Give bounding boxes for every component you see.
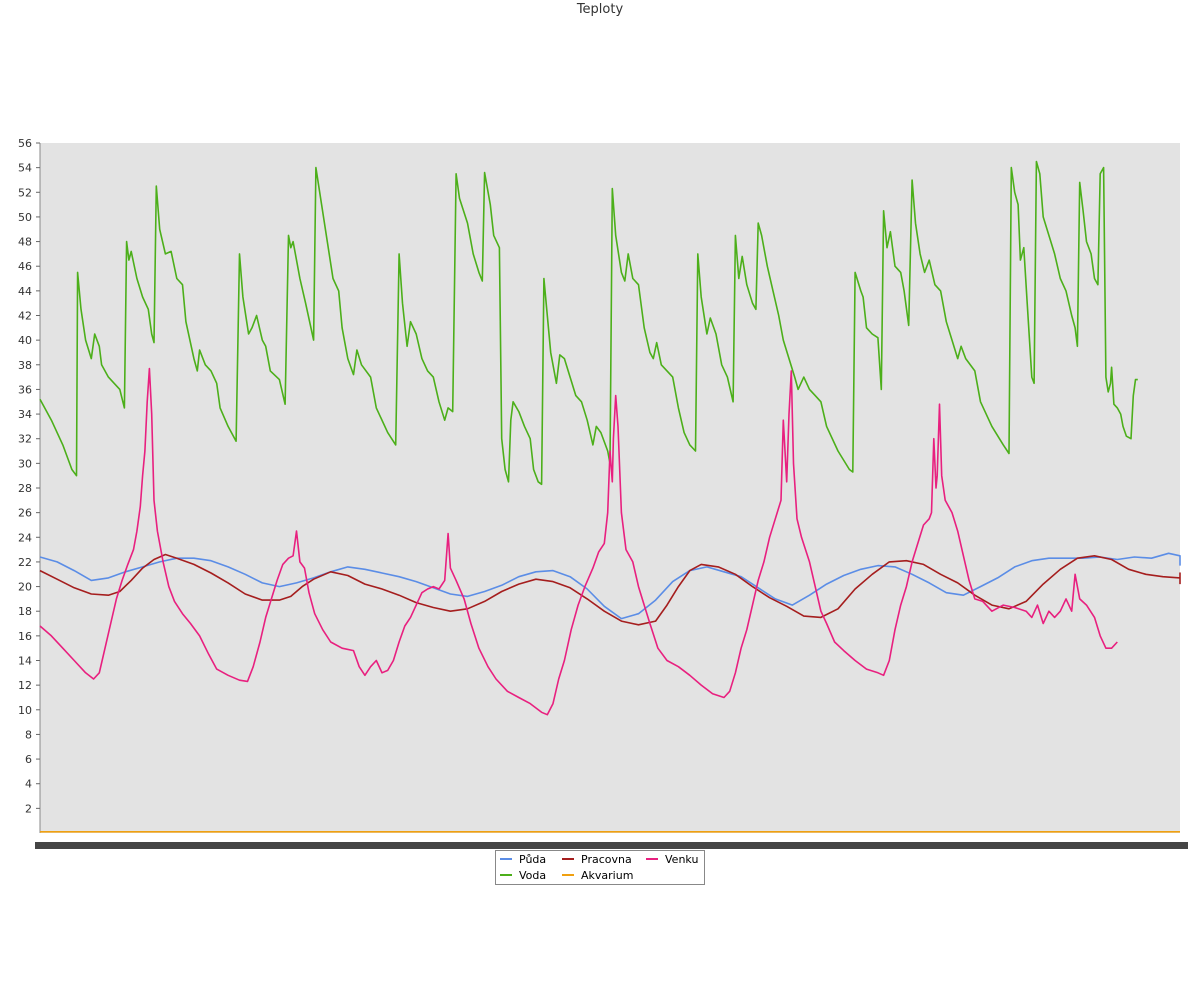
y-tick-label: 36 bbox=[18, 383, 32, 396]
plot-area bbox=[40, 143, 1180, 833]
chart-title: Teploty bbox=[576, 2, 624, 17]
y-tick-label: 38 bbox=[18, 359, 32, 372]
legend-swatch-venku bbox=[646, 858, 658, 860]
legend: Půda Pracovna Venku Voda Akvarium bbox=[495, 850, 705, 885]
legend-item-voda: Voda bbox=[500, 869, 546, 883]
y-tick-label: 56 bbox=[18, 137, 32, 150]
series-line-voda bbox=[39, 160, 1138, 486]
y-tick-label: 40 bbox=[18, 334, 32, 347]
legend-label-akvarium: Akvarium bbox=[581, 869, 634, 882]
y-tick-label: 24 bbox=[18, 531, 32, 544]
y-tick-label: 14 bbox=[18, 655, 32, 668]
series-layer bbox=[39, 160, 1181, 833]
y-tick-label: 16 bbox=[18, 630, 32, 643]
y-tick-label: 26 bbox=[18, 507, 32, 520]
y-tick-label: 46 bbox=[18, 260, 32, 273]
legend-item-pracovna: Pracovna bbox=[562, 853, 632, 867]
series-line-venku bbox=[39, 367, 1118, 716]
legend-swatch-akvarium bbox=[562, 874, 574, 876]
y-tick-label: 44 bbox=[18, 285, 32, 298]
y-tick-label: 22 bbox=[18, 556, 32, 569]
y-tick-label: 42 bbox=[18, 310, 32, 323]
legend-item-akvarium: Akvarium bbox=[562, 869, 633, 883]
series-line-p-da bbox=[39, 552, 1181, 620]
y-tick-label: 34 bbox=[18, 408, 32, 421]
y-tick-label: 30 bbox=[18, 457, 32, 470]
y-tick-label: 10 bbox=[18, 704, 32, 717]
legend-item-venku: Venku bbox=[646, 853, 698, 867]
x-axis-tick-band bbox=[35, 842, 1188, 849]
y-axis: 2468101214161820222426283032343638404244… bbox=[18, 137, 41, 833]
y-tick-label: 52 bbox=[18, 186, 32, 199]
y-tick-label: 20 bbox=[18, 581, 32, 594]
y-tick-label: 6 bbox=[25, 753, 32, 766]
legend-label-pracovna: Pracovna bbox=[581, 853, 632, 866]
legend-label-voda: Voda bbox=[519, 869, 547, 882]
y-tick-label: 54 bbox=[18, 162, 32, 175]
legend-item-puda: Půda bbox=[500, 853, 546, 867]
y-tick-label: 2 bbox=[25, 802, 32, 815]
y-tick-label: 48 bbox=[18, 236, 32, 249]
y-tick-label: 28 bbox=[18, 482, 32, 495]
y-tick-label: 4 bbox=[25, 778, 32, 791]
series-line-pracovna bbox=[39, 553, 1181, 626]
y-tick-label: 50 bbox=[18, 211, 32, 224]
y-tick-label: 8 bbox=[25, 728, 32, 741]
legend-swatch-pracovna bbox=[562, 858, 574, 860]
y-tick-label: 18 bbox=[18, 605, 32, 618]
legend-label-puda: Půda bbox=[519, 853, 547, 866]
legend-swatch-puda bbox=[500, 858, 512, 860]
y-tick-label: 12 bbox=[18, 679, 32, 692]
legend-label-venku: Venku bbox=[665, 853, 699, 866]
legend-swatch-voda bbox=[500, 874, 512, 876]
y-tick-label: 32 bbox=[18, 433, 32, 446]
